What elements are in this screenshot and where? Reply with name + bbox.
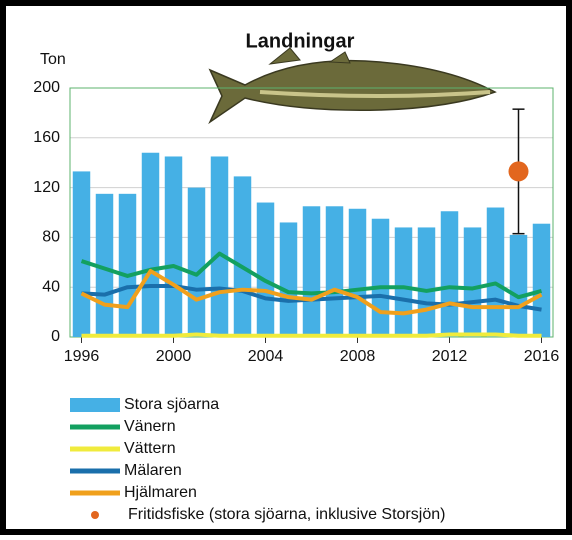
legend-label: Hjälmaren bbox=[124, 484, 197, 501]
bar bbox=[487, 208, 504, 337]
legend-swatch bbox=[70, 398, 120, 412]
legend-swatch bbox=[91, 511, 99, 519]
bar bbox=[372, 219, 389, 337]
legend-label: Stora sjöarna bbox=[124, 396, 219, 413]
bar bbox=[73, 171, 90, 337]
bar bbox=[326, 206, 343, 337]
y-tick-label: 80 bbox=[42, 229, 60, 246]
line bbox=[82, 335, 542, 336]
y-tick-label: 200 bbox=[33, 79, 60, 96]
legend-label: Fritidsfiske (stora sjöarna, inklusive S… bbox=[128, 506, 445, 523]
bar bbox=[257, 203, 274, 337]
bar bbox=[510, 235, 527, 337]
x-tick-label: 2004 bbox=[248, 348, 284, 365]
y-tick-label: 40 bbox=[42, 278, 60, 295]
bar bbox=[234, 176, 251, 337]
bar bbox=[303, 206, 320, 337]
bar bbox=[349, 209, 366, 337]
bar bbox=[211, 156, 228, 337]
bar bbox=[395, 227, 412, 337]
bar bbox=[464, 227, 481, 337]
bar bbox=[441, 211, 458, 337]
legend-label: Vänern bbox=[124, 418, 176, 435]
x-tick-label: 2012 bbox=[432, 348, 468, 365]
bar bbox=[165, 156, 182, 337]
y-tick-label: 160 bbox=[33, 129, 60, 146]
point bbox=[509, 161, 529, 181]
x-tick-label: 2008 bbox=[340, 348, 376, 365]
chart: Landningar Ton 0 40 80 120 160 200 1996 2000 200… bbox=[0, 0, 572, 535]
y-axis-label: Ton bbox=[40, 51, 66, 68]
y-tick-label: 0 bbox=[51, 328, 60, 345]
bar bbox=[188, 188, 205, 337]
bar bbox=[119, 194, 136, 337]
x-tick-label: 1996 bbox=[64, 348, 100, 365]
bar bbox=[142, 153, 159, 337]
legend-label: Vättern bbox=[124, 440, 176, 457]
x-tick-label: 2000 bbox=[156, 348, 192, 365]
legend-label: Mälaren bbox=[124, 462, 182, 479]
bar bbox=[280, 222, 297, 337]
bar bbox=[418, 227, 435, 337]
y-tick-label: 120 bbox=[33, 179, 60, 196]
chart-title: Landningar bbox=[246, 30, 355, 52]
x-tick-label: 2016 bbox=[524, 348, 560, 365]
bar bbox=[533, 224, 550, 337]
